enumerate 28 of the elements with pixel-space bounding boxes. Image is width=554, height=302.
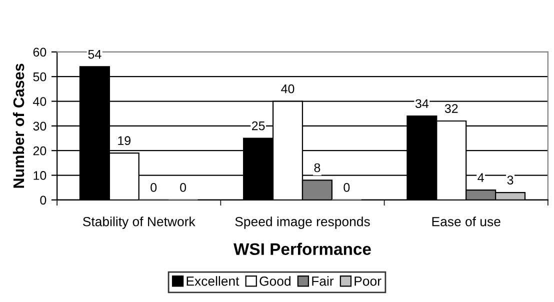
y-tick-label: 20: [33, 146, 46, 156]
data-label: 34: [415, 99, 429, 108]
y-tick-label: 60: [33, 48, 46, 57]
y-tick-label: 50: [33, 72, 46, 82]
data-label: 3: [507, 176, 514, 184]
data-label: 40: [281, 84, 294, 94]
y-axis-title: Number of Cases: [12, 64, 24, 188]
x-tick-label: Stability of Network: [83, 216, 196, 229]
legend-label: Excellent: [186, 276, 240, 286]
legend-label: Poor: [354, 276, 382, 286]
legend-label: Fair: [312, 276, 334, 286]
data-label: 0: [180, 183, 186, 192]
data-label: 19: [118, 136, 131, 146]
legend-label: Good: [260, 276, 290, 286]
x-axis-title: WSI Performance: [234, 242, 371, 256]
x-tick-label: Ease of use: [432, 216, 500, 226]
data-label: 0: [344, 183, 350, 192]
data-label: 32: [444, 104, 458, 113]
data-label: 4: [478, 173, 484, 182]
data-label: 54: [88, 50, 102, 59]
y-tick-label: 10: [34, 171, 46, 180]
data-label: 8: [314, 163, 320, 172]
x-tick-label: Speed image responds: [235, 216, 370, 229]
y-tick-label: 0: [40, 196, 46, 205]
data-label: 25: [252, 121, 265, 130]
y-tick-label: 30: [33, 122, 46, 131]
data-label: 0: [150, 183, 157, 192]
y-tick-label: 40: [33, 97, 46, 106]
